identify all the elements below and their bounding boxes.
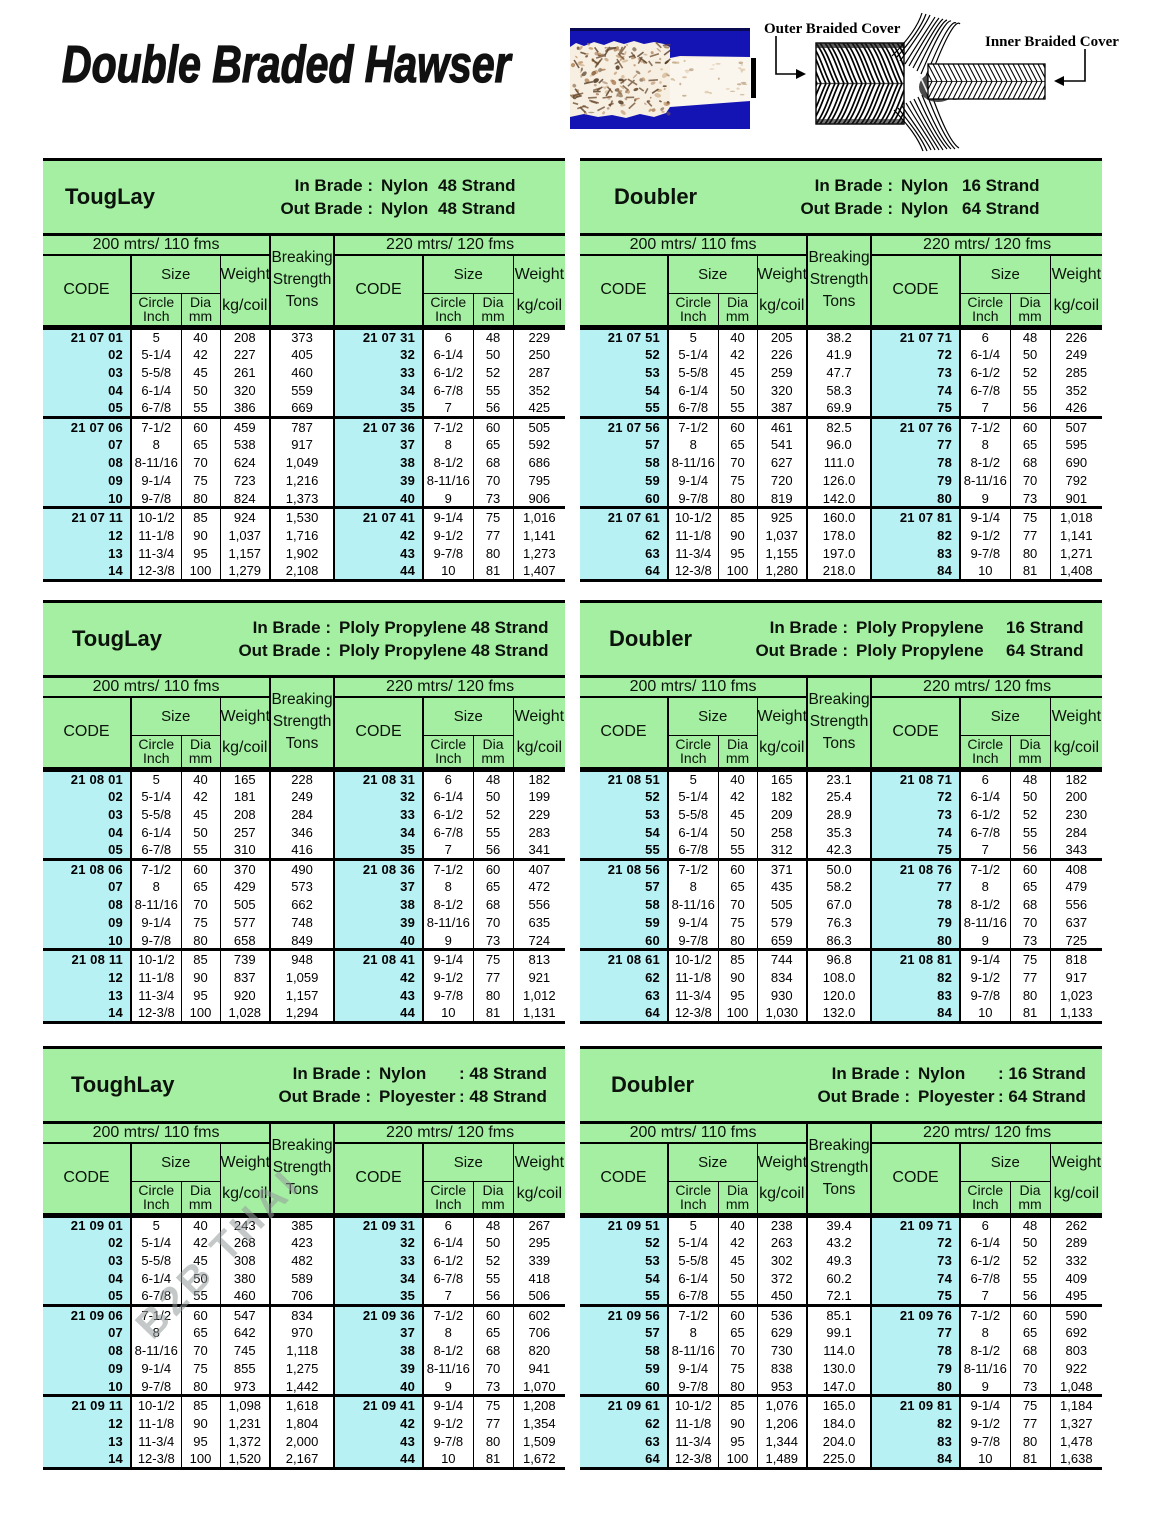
svg-text:Inner Braided Cover: Inner Braided Cover xyxy=(985,34,1119,50)
svg-text:Outer Braided Cover: Outer Braided Cover xyxy=(764,21,901,37)
